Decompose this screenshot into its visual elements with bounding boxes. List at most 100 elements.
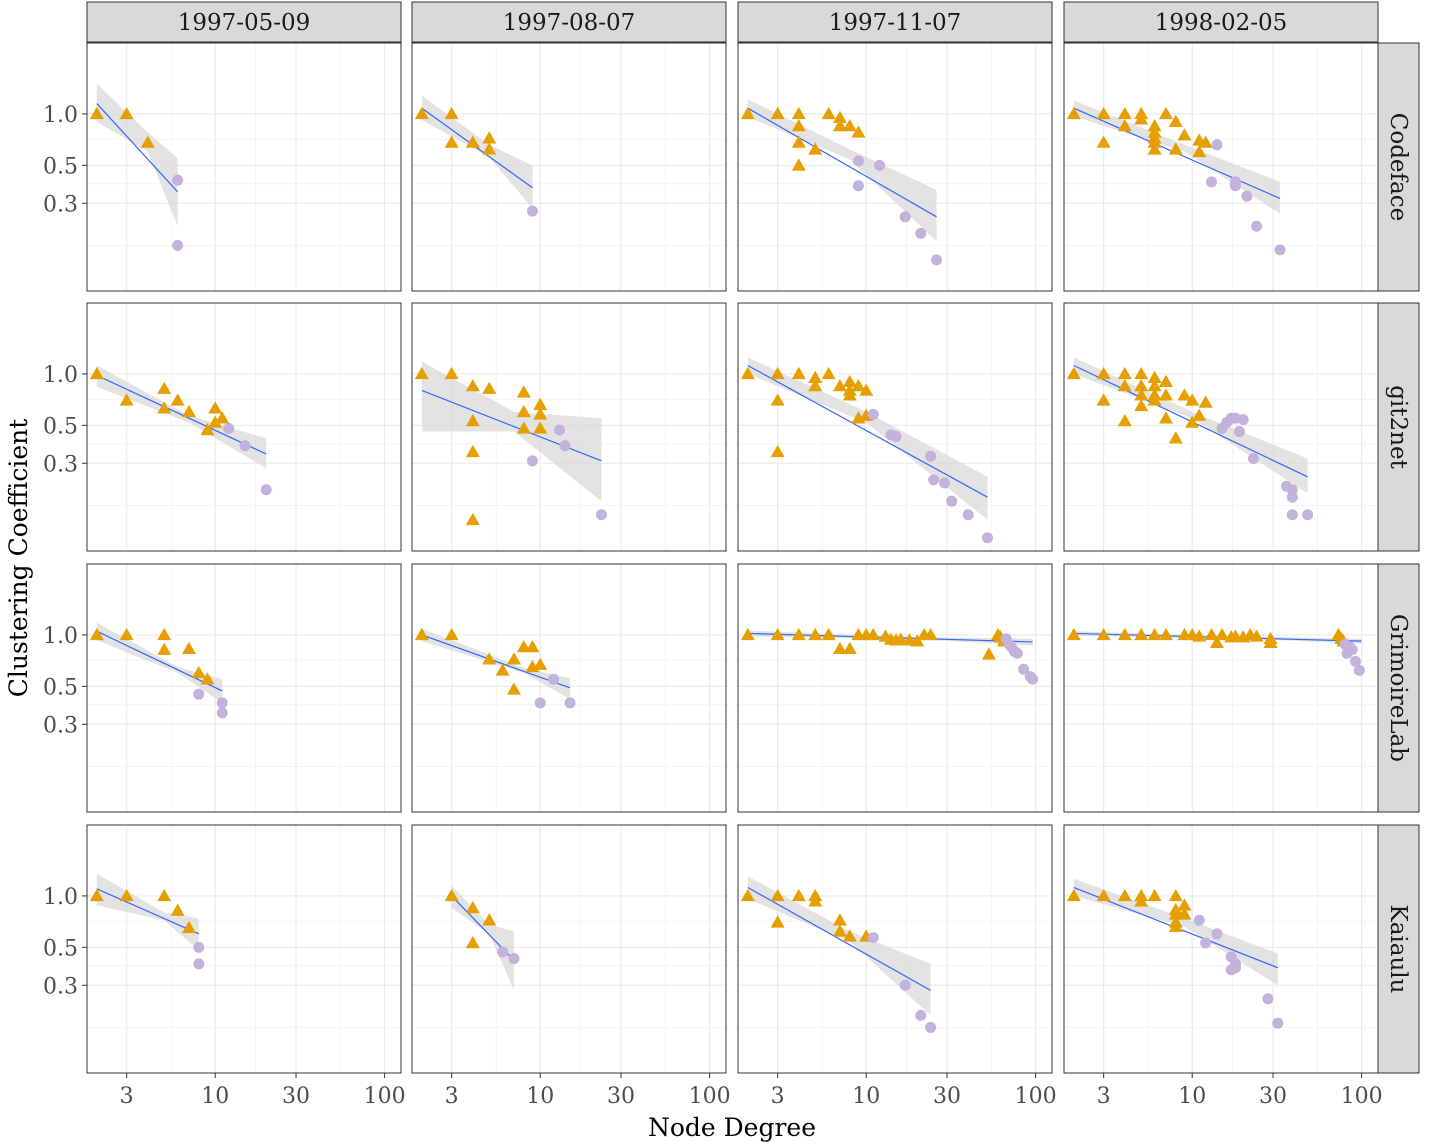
triangle-point xyxy=(808,378,823,392)
y-tick-label: 0.3 xyxy=(43,192,78,217)
circle-point xyxy=(890,431,902,443)
triangle-point xyxy=(89,888,104,902)
triangle-point xyxy=(495,663,510,676)
triangle-point xyxy=(140,135,155,148)
triangle-point xyxy=(1117,378,1132,392)
facet-panel xyxy=(737,824,1053,1074)
triangle-point xyxy=(832,641,847,654)
triangle-point xyxy=(1177,898,1192,911)
circle-point xyxy=(172,239,184,251)
triangle-point xyxy=(506,682,521,695)
triangle-point xyxy=(842,374,857,387)
triangle-point xyxy=(842,388,857,401)
triangle-point xyxy=(1192,408,1207,421)
circle-point xyxy=(1193,914,1205,926)
triangle-point xyxy=(533,421,548,434)
triangle-point xyxy=(1096,366,1111,380)
circle-point xyxy=(1229,180,1241,192)
facet-panel xyxy=(86,824,402,1074)
circle-point xyxy=(930,254,942,266)
facet-panel xyxy=(86,563,402,813)
triangle-point xyxy=(1117,414,1132,427)
circle-point xyxy=(172,174,184,186)
triangle-point xyxy=(808,627,823,641)
triangle-point xyxy=(200,672,215,685)
fit-line xyxy=(96,374,267,455)
column-strip-label: 1997-11-07 xyxy=(829,10,962,36)
triangle-point xyxy=(465,414,480,427)
triangle-point xyxy=(1117,888,1132,902)
x-tick-label: 100 xyxy=(689,1084,731,1109)
row-strip-label: Codeface xyxy=(1385,113,1411,222)
circle-point xyxy=(216,707,228,719)
x-tick-label: 100 xyxy=(1341,1084,1383,1109)
confidence-band xyxy=(421,361,602,502)
triangle-point xyxy=(414,106,429,120)
triangle-point xyxy=(465,900,480,914)
triangle-point xyxy=(1134,388,1149,401)
circle-point xyxy=(946,495,958,507)
x-tick-label: 30 xyxy=(282,1084,310,1109)
circle-point xyxy=(526,455,538,467)
x-tick-label: 10 xyxy=(526,1084,554,1109)
triangle-point xyxy=(923,627,938,641)
panel-background xyxy=(1064,564,1378,812)
triangle-point xyxy=(1204,627,1219,641)
triangle-point xyxy=(770,106,785,120)
triangle-point xyxy=(157,642,172,655)
triangle-point xyxy=(1147,888,1162,902)
confidence-band xyxy=(421,95,533,209)
circle-point xyxy=(193,688,205,700)
triangle-point xyxy=(1249,629,1264,642)
triangle-point xyxy=(1134,112,1149,125)
triangle-point xyxy=(1147,142,1162,155)
triangle-point xyxy=(1066,627,1081,641)
row-strip-label: git2net xyxy=(1385,385,1411,469)
circle-point xyxy=(867,932,879,944)
circle-point xyxy=(1011,647,1023,659)
triangle-point xyxy=(791,135,806,148)
facet-panel xyxy=(737,302,1053,552)
triangle-point xyxy=(1134,378,1149,392)
facet-panel xyxy=(1063,824,1379,1074)
triangle-point xyxy=(791,888,806,902)
triangle-point xyxy=(444,106,459,120)
x-tick-label: 100 xyxy=(1015,1084,1057,1109)
triangle-point xyxy=(465,378,480,392)
triangle-point xyxy=(119,106,134,120)
triangle-point xyxy=(465,135,480,148)
triangle-point xyxy=(1168,142,1183,155)
triangle-point xyxy=(808,894,823,907)
circle-point xyxy=(559,440,571,452)
triangle-point xyxy=(157,888,172,902)
circle-point xyxy=(193,958,205,970)
facet-panel xyxy=(411,824,727,1074)
panel-background xyxy=(738,564,1052,812)
circle-point xyxy=(1286,509,1298,521)
y-tick-label: 0.5 xyxy=(43,675,78,700)
panel-border xyxy=(737,302,1053,552)
panel-border xyxy=(1063,563,1379,813)
triangle-point xyxy=(832,110,847,123)
y-tick-label: 0.3 xyxy=(43,452,78,477)
triangle-point xyxy=(770,915,785,928)
triangle-point xyxy=(1192,629,1207,642)
facet-panel xyxy=(737,563,1053,813)
circle-point xyxy=(1233,426,1245,438)
triangle-point xyxy=(1158,374,1173,387)
y-tick-label: 1.0 xyxy=(43,885,78,910)
triangle-point xyxy=(1198,395,1213,408)
triangle-point xyxy=(770,444,785,458)
panel-border xyxy=(737,563,1053,813)
triangle-point xyxy=(1096,627,1111,641)
row-strips: Codeface git2net GrimoireLab Kaiaulu xyxy=(1376,42,1420,1074)
triangle-point xyxy=(1117,118,1132,132)
panel-border xyxy=(86,824,402,1074)
panel-background xyxy=(738,303,1052,551)
panel-background xyxy=(412,825,726,1073)
circle-point xyxy=(915,1009,927,1021)
triangle-point xyxy=(1147,627,1162,641)
triangle-point xyxy=(832,913,847,926)
triangle-point xyxy=(821,627,836,641)
triangle-point xyxy=(859,383,874,396)
